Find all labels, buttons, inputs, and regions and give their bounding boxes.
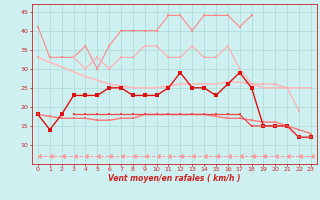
X-axis label: Vent moyen/en rafales ( km/h ): Vent moyen/en rafales ( km/h ) bbox=[108, 174, 241, 183]
